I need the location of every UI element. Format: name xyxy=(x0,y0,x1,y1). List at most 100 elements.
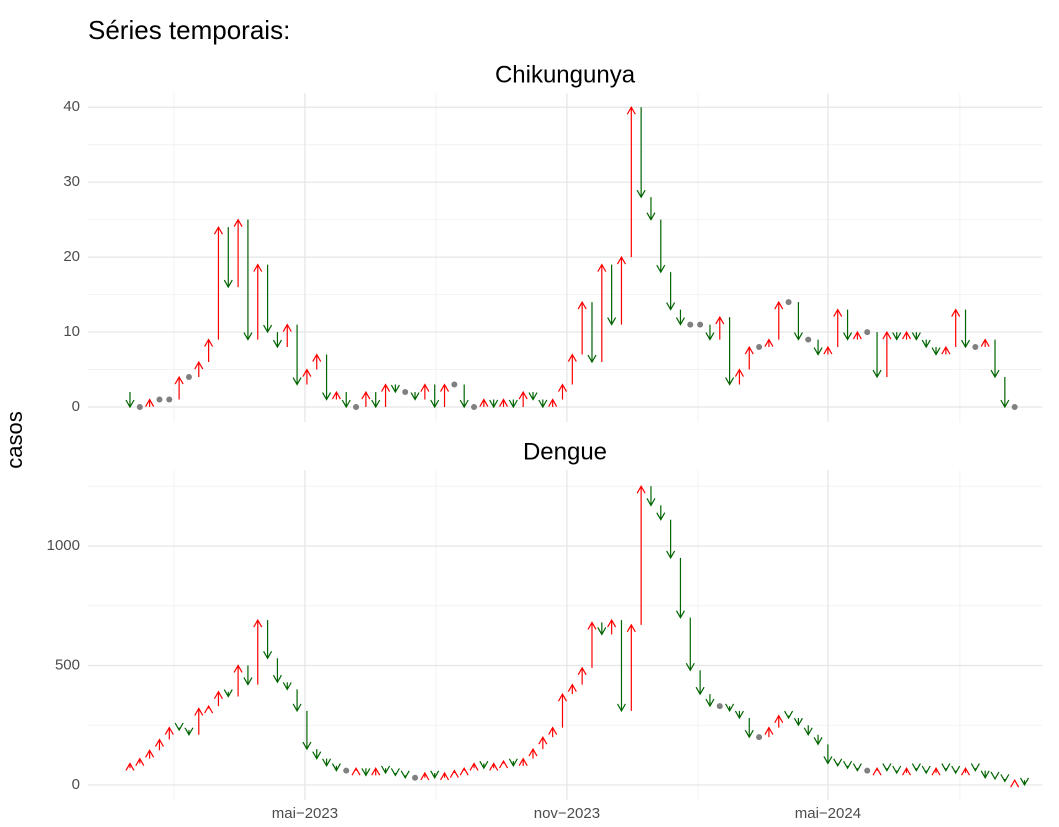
down-arrow xyxy=(272,658,282,684)
up-arrow xyxy=(204,704,214,714)
same-point xyxy=(136,404,143,411)
down-arrow xyxy=(646,486,656,507)
up-arrow xyxy=(145,398,155,408)
down-arrow xyxy=(263,264,273,334)
down-arrow xyxy=(223,227,233,289)
y-tick-label: 1000 xyxy=(47,537,80,554)
same-point xyxy=(451,381,458,388)
same-point xyxy=(185,374,192,381)
up-arrow xyxy=(440,771,450,781)
down-arrow xyxy=(243,219,253,341)
down-arrow xyxy=(508,399,518,409)
same-point xyxy=(864,767,871,774)
down-arrow xyxy=(843,309,853,341)
down-arrow xyxy=(675,309,685,326)
up-arrow xyxy=(351,767,361,776)
down-arrow xyxy=(538,399,548,409)
down-arrow xyxy=(941,763,951,772)
y-tick-label: 0 xyxy=(72,776,80,793)
panel-title: Dengue xyxy=(523,438,607,465)
down-arrow xyxy=(685,617,695,672)
same-point xyxy=(756,734,763,741)
down-arrow xyxy=(174,722,184,732)
up-arrow xyxy=(616,255,626,325)
up-arrow xyxy=(774,300,784,340)
same-point xyxy=(864,329,871,336)
down-arrow xyxy=(489,399,499,409)
up-arrow xyxy=(833,308,843,348)
down-arrow xyxy=(666,519,676,560)
up-arrow xyxy=(587,621,597,668)
down-arrow xyxy=(302,710,312,751)
down-arrow xyxy=(725,317,735,386)
up-arrow xyxy=(577,300,587,355)
same-point xyxy=(412,774,419,781)
same-point xyxy=(1011,404,1018,411)
same-point xyxy=(756,344,763,351)
up-arrow xyxy=(538,735,548,750)
up-arrow xyxy=(626,623,636,711)
down-arrow xyxy=(803,725,813,736)
down-arrow xyxy=(430,384,440,409)
up-arrow xyxy=(233,218,243,288)
down-arrow xyxy=(911,332,921,341)
up-arrow xyxy=(557,383,568,400)
up-arrow xyxy=(577,666,587,685)
up-arrow xyxy=(459,767,469,776)
same-point xyxy=(716,703,723,710)
up-arrow xyxy=(331,390,341,400)
down-arrow xyxy=(675,557,685,619)
up-arrow xyxy=(597,263,607,363)
down-arrow xyxy=(911,763,921,772)
up-arrow xyxy=(774,714,784,728)
down-arrow xyxy=(361,768,371,777)
down-arrow xyxy=(852,763,862,772)
up-arrow xyxy=(145,749,155,759)
y-tick-label: 10 xyxy=(63,323,80,340)
down-arrow xyxy=(479,760,489,770)
up-arrow xyxy=(941,345,951,355)
down-arrow xyxy=(646,197,656,221)
down-arrow xyxy=(921,339,931,349)
down-arrow xyxy=(331,763,341,772)
down-arrow xyxy=(656,219,666,274)
up-arrow xyxy=(469,762,479,771)
up-arrow xyxy=(548,726,558,738)
down-arrow xyxy=(843,760,853,770)
up-arrow xyxy=(636,485,646,625)
y-tick-label: 40 xyxy=(63,98,80,115)
up-arrow xyxy=(764,726,774,738)
up-arrow xyxy=(498,759,509,769)
up-arrow xyxy=(567,683,577,695)
up-arrow xyxy=(626,106,636,258)
up-arrow xyxy=(253,263,263,340)
same-point xyxy=(402,389,409,396)
down-arrow xyxy=(292,324,302,386)
up-arrow xyxy=(980,338,990,348)
down-arrow xyxy=(656,505,666,521)
up-arrow xyxy=(440,383,450,408)
up-arrow xyxy=(420,383,430,400)
x-tick-label: mai−2023 xyxy=(272,805,338,822)
down-arrow xyxy=(125,392,135,409)
up-arrow xyxy=(135,757,145,766)
up-arrow xyxy=(823,345,833,355)
up-arrow xyxy=(734,368,744,385)
up-arrow xyxy=(528,747,538,759)
down-arrow xyxy=(390,768,400,777)
same-point xyxy=(697,321,704,328)
up-arrow xyxy=(764,338,774,348)
down-arrow xyxy=(1000,377,1010,409)
down-arrow xyxy=(705,324,715,341)
up-arrow xyxy=(449,769,459,778)
down-arrow xyxy=(961,309,971,349)
up-arrow xyxy=(852,330,862,340)
down-arrow xyxy=(282,682,292,691)
up-arrow xyxy=(479,398,489,408)
y-tick-label: 30 xyxy=(63,173,80,190)
down-arrow xyxy=(587,302,597,364)
down-arrow xyxy=(243,665,253,686)
same-point xyxy=(343,767,350,774)
down-arrow xyxy=(459,384,469,409)
